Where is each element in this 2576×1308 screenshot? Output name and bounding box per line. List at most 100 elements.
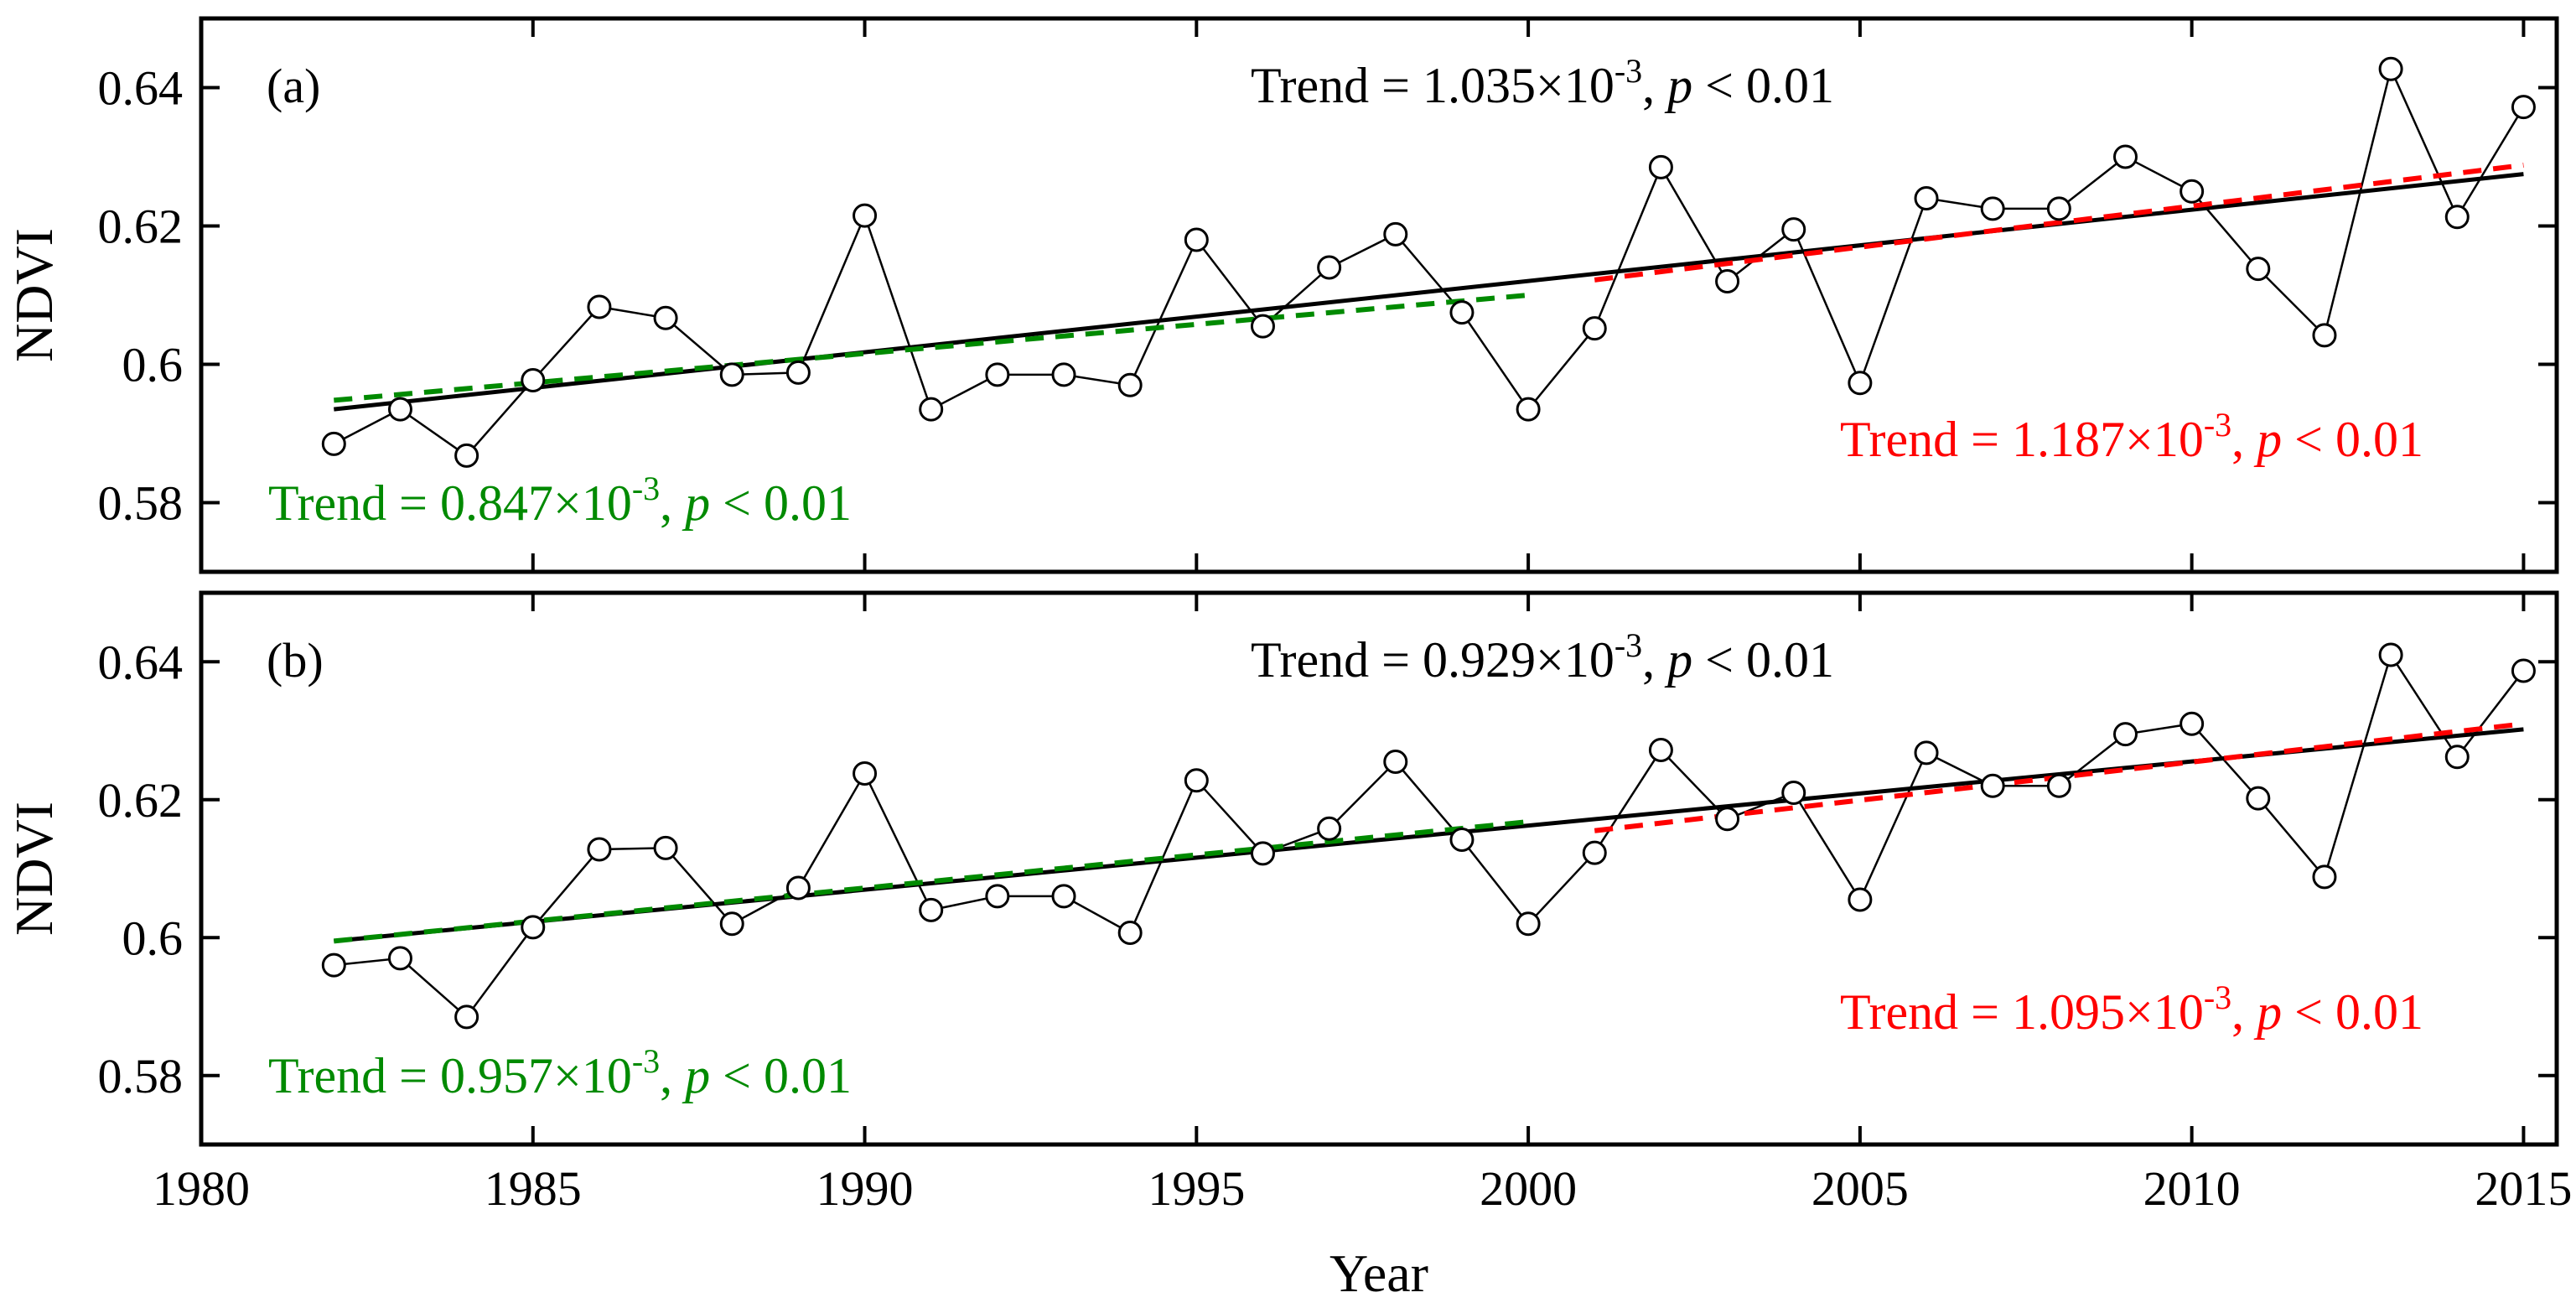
data-point (2179, 711, 2205, 736)
data-point (1383, 750, 1408, 775)
data-point (454, 443, 479, 468)
data-point (2511, 95, 2536, 120)
data-point (521, 367, 546, 392)
trend-separator: , (1642, 58, 1667, 113)
trend-p-value: < 0.01 (710, 1048, 852, 1103)
data-point (1582, 840, 1607, 865)
data-point (1317, 816, 1342, 841)
x-tick-label: 2015 (2475, 1161, 2572, 1216)
trend-p-symbol: p (682, 475, 710, 531)
y-tick-label: 0.58 (98, 476, 184, 531)
trend-p-value: < 0.01 (2282, 412, 2423, 467)
data-point (1516, 911, 1541, 937)
data-point (1051, 884, 1076, 909)
data-point (785, 360, 811, 385)
data-point (387, 946, 412, 971)
x-axis-label: Year (1329, 1243, 1428, 1303)
data-point (1117, 920, 1143, 945)
data-point (785, 875, 811, 901)
data-point (985, 884, 1010, 909)
x-tick-label: 1995 (1148, 1161, 1245, 1216)
data-point (1449, 827, 1475, 852)
y-axis-label: NDVI (4, 802, 64, 936)
data-point (1250, 314, 1275, 339)
panel-label: (a) (267, 59, 320, 113)
data-point (2378, 642, 2403, 667)
data-point (853, 203, 878, 228)
trend-value: Trend = 0.957×10 (268, 1048, 632, 1103)
x-tick-label: 2005 (1811, 1161, 1909, 1216)
data-point (321, 431, 346, 456)
y-tick-label: 0.64 (98, 61, 184, 116)
trend-value: Trend = 1.187×10 (1840, 412, 2204, 467)
data-point (1715, 807, 1740, 832)
y-tick-label: 0.64 (98, 635, 184, 689)
data-point (2179, 179, 2205, 204)
data-point (1781, 781, 1806, 806)
data-point (985, 362, 1010, 387)
data-point (2511, 658, 2536, 683)
data-point (1184, 227, 1209, 252)
data-point (1449, 300, 1475, 325)
data-point (1184, 768, 1209, 793)
data-point (1051, 362, 1076, 387)
y-tick-label: 0.62 (98, 200, 184, 254)
trend-exponent: -3 (1615, 626, 1642, 664)
trend-exponent: -3 (632, 470, 660, 507)
data-point (1582, 316, 1607, 341)
x-tick-label: 2010 (2143, 1161, 2241, 1216)
trend-exponent: -3 (1615, 52, 1642, 90)
trend-separator: , (2231, 984, 2257, 1040)
trend-p-symbol: p (682, 1048, 710, 1103)
data-point (1117, 372, 1143, 397)
trend-annotation-early: Trend = 0.957×10-3, p < 0.01 (268, 1042, 852, 1103)
data-point (719, 911, 744, 937)
trend-p-value: < 0.01 (1692, 58, 1834, 113)
data-point (719, 362, 744, 387)
trend-value: Trend = 1.035×10 (1251, 58, 1615, 113)
data-point (2046, 773, 2071, 798)
data-point (454, 1004, 479, 1030)
plot-frame (199, 590, 2559, 1147)
trend-line-overall (334, 172, 2524, 412)
data-point (2444, 205, 2470, 230)
y-tick-label: 0.6 (122, 338, 184, 392)
data-point (2246, 257, 2271, 282)
data-point (2312, 323, 2337, 348)
data-point (587, 294, 612, 319)
data-point (853, 760, 878, 786)
data-point (2312, 864, 2337, 890)
trend-p-value: < 0.01 (2282, 984, 2423, 1040)
data-point (1715, 269, 1740, 293)
trend-p-symbol: p (1664, 632, 1692, 688)
trend-separator: , (660, 1048, 685, 1103)
trend-annotation-overall: Trend = 0.929×10-3, p < 0.01 (1251, 626, 1834, 688)
trend-p-symbol: p (1664, 58, 1692, 113)
x-tick-label: 1990 (816, 1161, 914, 1216)
trend-separator: , (2231, 412, 2257, 467)
data-point (1980, 196, 2005, 221)
data-point (321, 952, 346, 978)
data-point (2378, 56, 2403, 81)
data-point (1317, 255, 1342, 280)
data-point (1914, 740, 1939, 766)
data-point (587, 837, 612, 862)
ndvi-series-line (334, 652, 2525, 1019)
data-point (653, 835, 678, 860)
data-point (1648, 154, 1673, 179)
trend-annotation-early: Trend = 0.847×10-3, p < 0.01 (268, 470, 852, 531)
trend-value: Trend = 0.929×10 (1251, 632, 1615, 688)
trend-exponent: -3 (2204, 406, 2231, 444)
data-point (2246, 786, 2271, 811)
data-point (1980, 773, 2005, 798)
trend-value: Trend = 1.095×10 (1840, 984, 2204, 1040)
panel-label: (b) (267, 633, 324, 688)
y-tick-label: 0.62 (98, 773, 184, 828)
data-point (1516, 397, 1541, 422)
data-point (387, 397, 412, 422)
trend-annotation-late: Trend = 1.095×10-3, p < 0.01 (1840, 978, 2423, 1040)
data-point (1914, 186, 1939, 210)
